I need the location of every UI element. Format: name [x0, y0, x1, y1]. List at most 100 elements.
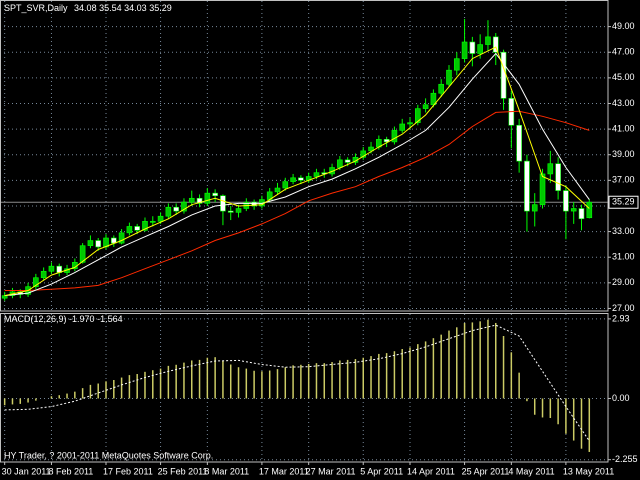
x-tick-label: 25 Feb 2011 — [158, 466, 208, 476]
x-tick-label: 17 Mar 2011 — [259, 466, 309, 476]
candle-body — [95, 240, 102, 248]
candle-body — [430, 92, 437, 106]
candle-body — [415, 108, 421, 123]
candle-body — [477, 44, 483, 54]
candle-body — [33, 277, 39, 287]
candle-body — [539, 173, 546, 205]
y-tick-label: 47.00 — [612, 47, 635, 57]
candle-body — [516, 124, 522, 162]
candle-body — [118, 232, 125, 244]
high: 35.54 — [99, 3, 122, 13]
candle-body — [149, 221, 156, 223]
x-tick-label: 8 Feb 2011 — [48, 466, 93, 476]
x-tick-label: 5 Apr 2011 — [360, 466, 403, 476]
candle-body — [181, 201, 187, 212]
candle-body — [368, 146, 374, 152]
header: SPT_SVR,Daily 34.08 35.54 34.03 35.29 — [4, 3, 172, 13]
x-tick-label: 14 Apr 2011 — [407, 466, 455, 476]
candle-body — [298, 177, 304, 181]
candle-body — [422, 104, 429, 109]
candle-body — [547, 163, 554, 175]
indicator-line — [4, 46, 590, 297]
y-tick-label: 0.00 — [612, 393, 630, 403]
x-tick-label: 25 Apr 2011 — [462, 466, 510, 476]
y-tick-label: -2.255 — [612, 454, 638, 464]
price-box — [608, 195, 639, 209]
y-tick-label: 41.00 — [612, 123, 635, 133]
candle-body — [220, 195, 226, 212]
candle-body — [453, 58, 460, 71]
y-tick-label: 2.93 — [612, 313, 630, 323]
macd-frame — [0, 313, 609, 463]
candle-body — [407, 122, 413, 125]
candle-body — [1, 295, 8, 299]
candle-body — [290, 177, 296, 182]
close: 35.29 — [149, 3, 172, 13]
candle-body — [173, 206, 179, 212]
candle-body — [235, 208, 242, 213]
macd-main: -1.970 — [69, 314, 95, 324]
candle-body — [313, 172, 320, 177]
candle-body — [282, 181, 289, 189]
indicator-line — [4, 52, 590, 297]
candle-body — [586, 201, 593, 219]
candle-body — [570, 208, 577, 212]
main-frame — [0, 0, 609, 312]
x-tick-label: 4 May 2011 — [508, 466, 554, 476]
candle-body — [196, 197, 203, 204]
candle-body — [360, 150, 367, 158]
macd-header: MACD(12,26,9) -1.970 -1.564 — [4, 314, 123, 324]
macd-signal: -1.564 — [97, 314, 123, 324]
y-tick-label: 29.00 — [612, 277, 635, 287]
macd-name: MACD(12,26,9) — [4, 314, 67, 324]
candle-body — [157, 215, 164, 222]
x-tick-label: 8 Mar 2011 — [204, 466, 249, 476]
y-tick-label: 45.00 — [612, 72, 635, 82]
low: 34.03 — [124, 3, 147, 13]
candle-body — [274, 187, 281, 193]
y-tick-label: 37.00 — [612, 175, 635, 185]
y-tick-label: 31.00 — [612, 252, 635, 262]
open: 34.08 — [74, 3, 97, 13]
x-tick-label: 17 Feb 2011 — [103, 466, 153, 476]
y-tick-label: 43.00 — [612, 98, 635, 108]
candle-body — [563, 190, 569, 212]
candle-body — [531, 204, 538, 212]
candle-body — [79, 245, 86, 263]
candle-body — [344, 159, 351, 163]
indicator-line — [4, 110, 590, 291]
candle-body — [383, 139, 390, 143]
y-tick-label: 39.00 — [612, 149, 635, 159]
candle-body — [227, 210, 234, 213]
x-tick-label: 13 May 2011 — [563, 466, 614, 476]
x-tick-label: 27 Mar 2011 — [306, 466, 356, 476]
y-tick-label: 49.00 — [612, 21, 635, 31]
x-tick-label: 30 Jan 2011 — [2, 466, 51, 476]
candle-body — [134, 226, 140, 231]
candle-body — [500, 51, 507, 99]
candle-body — [188, 197, 195, 203]
candle-body — [204, 192, 211, 204]
candle-body — [492, 36, 499, 53]
candle-body — [337, 159, 343, 168]
candle-body — [126, 226, 133, 234]
candle-body — [391, 130, 398, 143]
candle-body — [446, 69, 452, 85]
candle-body — [251, 201, 257, 207]
candle-body — [165, 206, 172, 217]
candle-body — [485, 36, 491, 45]
candle-body — [142, 221, 148, 231]
candle-body — [578, 208, 585, 220]
candle-body — [40, 270, 47, 278]
price-label: 35.29 — [612, 197, 635, 207]
candle-body — [87, 240, 94, 246]
footer: HY Trader, ? 2001-2011 MetaQuotes Softwa… — [4, 450, 213, 460]
candle-body — [212, 192, 218, 197]
candle-body — [438, 83, 444, 94]
candle-body — [555, 163, 561, 191]
symbol: SPT_SVR,Daily — [4, 3, 68, 13]
candle-body — [399, 123, 406, 131]
